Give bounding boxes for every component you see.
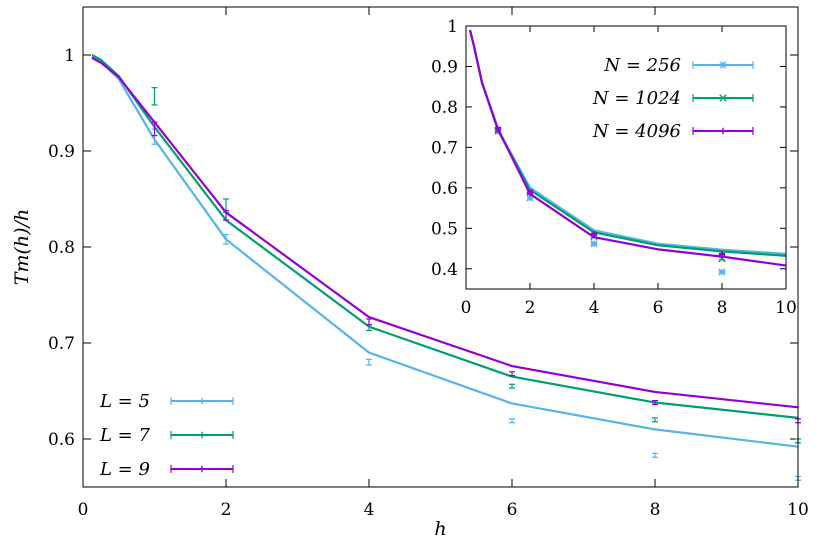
- inset-background: [466, 26, 786, 289]
- inset-frame: [465, 25, 787, 290]
- inset-data-point: [526, 189, 534, 196]
- legend-marker: [719, 94, 727, 102]
- main-data-point: [151, 121, 158, 137]
- main-x-axis-title: h: [434, 518, 446, 540]
- main-data-point: [223, 233, 229, 245]
- main-xtick-label: 10: [787, 500, 809, 520]
- legend-label: L = 7: [99, 425, 150, 446]
- legend-label: N = 1024: [592, 88, 681, 109]
- legend-item: L = 5: [99, 391, 234, 412]
- legend-item: N = 4096: [592, 121, 754, 142]
- main-data-point: [366, 318, 372, 326]
- point-marker: [718, 251, 726, 258]
- inset-xtick-label: 6: [653, 298, 664, 318]
- inset-xtick-label: 4: [589, 298, 600, 318]
- legend-item: L = 7: [99, 425, 234, 446]
- main-series-3: [91, 56, 801, 424]
- inset-xtick-label: 8: [717, 298, 728, 318]
- inset-ytick-label: 1: [447, 17, 458, 37]
- main-data-point: [652, 452, 658, 458]
- point-marker: [590, 240, 598, 248]
- main-data-point: [509, 371, 515, 377]
- inset-data-point: [494, 125, 502, 133]
- legend-marker: [719, 127, 727, 135]
- inset-data-point: [590, 231, 598, 238]
- inset-ytick-label: 0.7: [431, 138, 458, 158]
- point-marker: [718, 268, 726, 276]
- inset-ytick-label: 0.8: [431, 98, 458, 118]
- main-data-point: [652, 417, 658, 423]
- main-xtick-label: 0: [78, 500, 89, 520]
- inset-ytick-label: 0.4: [431, 260, 458, 280]
- main-y-axis-title: Tm(h)/h: [11, 209, 33, 285]
- main-xtick-label: 4: [364, 500, 375, 520]
- main-data-point: [652, 400, 658, 406]
- legend-label: L = 5: [99, 391, 150, 412]
- main-data-point: [151, 87, 158, 106]
- main-xtick-label: 6: [507, 500, 518, 520]
- main-frame: [82, 6, 799, 488]
- legend-marker: [198, 465, 206, 473]
- main-ytick-label: 0.8: [48, 238, 75, 258]
- inset-data-point: [718, 268, 726, 276]
- legend-marker: [198, 397, 206, 405]
- inset-data-point: [590, 240, 598, 248]
- main-ytick-label: 0.6: [48, 430, 75, 450]
- inset-legend: N = 256 N = 1024 N = 4096: [592, 55, 754, 142]
- inset-xtick-label: 0: [461, 298, 472, 318]
- main-ytick-label: 0.7: [48, 334, 75, 354]
- inset-data-point: [718, 251, 726, 258]
- legend-item: L = 9: [99, 459, 234, 480]
- main-ytick-label: 1: [64, 46, 75, 66]
- legend-item: N = 256: [603, 55, 754, 76]
- legend-label: N = 256: [603, 55, 681, 76]
- point-marker: [526, 194, 534, 202]
- inset-panel: 0 2 4 6 8 10 0.4 0.5 0.6 0.7 0.8 0.9 1 N = 256 N = 102…: [431, 17, 797, 318]
- legend-marker: [198, 431, 206, 439]
- point-marker: [494, 125, 502, 133]
- main-data-point: [509, 418, 515, 424]
- main-xtick-label: 2: [221, 500, 232, 520]
- legend-marker: [719, 61, 727, 69]
- main-ytick-label: 0.9: [48, 142, 75, 162]
- inset-xtick-label: 10: [775, 298, 797, 318]
- main-data-point: [223, 209, 229, 221]
- inset-series-3: [468, 29, 787, 267]
- inset-xtick-label: 2: [525, 298, 536, 318]
- point-marker: [526, 189, 534, 196]
- legend-item: N = 1024: [592, 88, 754, 109]
- inset-data-point: [526, 194, 534, 202]
- inset-ytick-label: 0.5: [431, 219, 458, 239]
- main-xtick-label: 8: [650, 500, 661, 520]
- point-marker: [590, 231, 598, 238]
- main-data-point: [509, 383, 515, 389]
- inset-ytick-label: 0.9: [431, 57, 458, 77]
- legend-label: N = 4096: [592, 121, 681, 142]
- inset-ytick-label: 0.6: [431, 179, 458, 199]
- main-data-point: [366, 358, 372, 366]
- legend-label: L = 9: [99, 459, 150, 480]
- main-legend: L = 5 L = 7 L = 9: [99, 391, 234, 480]
